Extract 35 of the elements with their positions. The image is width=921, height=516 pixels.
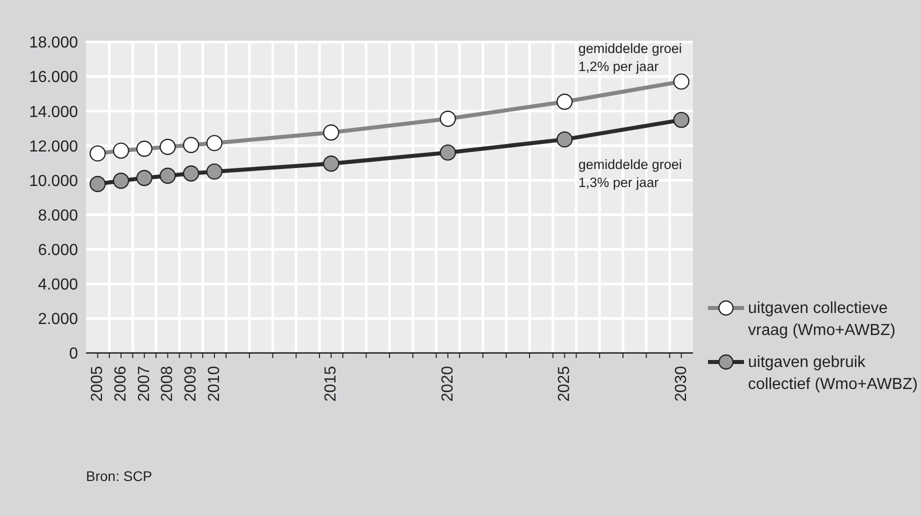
x-tick-label: 2009 [182, 366, 200, 402]
y-tick-label: 2.000 [38, 311, 78, 328]
x-tick-label: 2008 [159, 366, 176, 402]
point [160, 168, 176, 184]
x-tick-label: 2010 [206, 366, 223, 402]
x-tick-label: 2007 [136, 366, 153, 402]
y-tick-label: 8.000 [38, 207, 78, 224]
point [206, 163, 223, 180]
x-tick-label: 2006 [112, 366, 130, 402]
point [90, 176, 106, 192]
annotation: gemiddelde groei 1,2% per jaar [578, 41, 682, 74]
x-tick-label: 2015 [322, 366, 340, 402]
x-tick-label: 2025 [556, 366, 574, 402]
x-tick-label: 2030 [672, 366, 690, 402]
y-tick-label: 18.000 [29, 34, 78, 52]
legend-label: uitgaven collectieve vraag (Wmo+AWBZ) [748, 299, 896, 341]
x-tick-label: 2020 [439, 366, 456, 402]
annotation: gemiddelde groei 1,3% per jaar [578, 156, 682, 190]
point [182, 165, 200, 182]
y-tick-label: 10.000 [29, 172, 78, 190]
y-tick-label: 12.000 [29, 138, 78, 156]
y-tick-label: 14.000 [29, 104, 78, 121]
y-tick-label: 4.000 [38, 276, 78, 294]
point [112, 172, 130, 189]
legend-label: uitgaven gebruik collectief (Wmo+AWBZ) [748, 353, 918, 395]
point [323, 156, 340, 172]
point [136, 170, 152, 186]
point [440, 144, 456, 161]
y-tick-label: 0 [69, 346, 78, 363]
point [556, 131, 573, 148]
point [673, 112, 690, 128]
y-tick-label: 16.000 [29, 69, 78, 86]
x-tick-label: 2005 [89, 366, 106, 402]
text: Bron: SCP [86, 468, 152, 484]
y-tick-label: 6.000 [38, 242, 78, 260]
